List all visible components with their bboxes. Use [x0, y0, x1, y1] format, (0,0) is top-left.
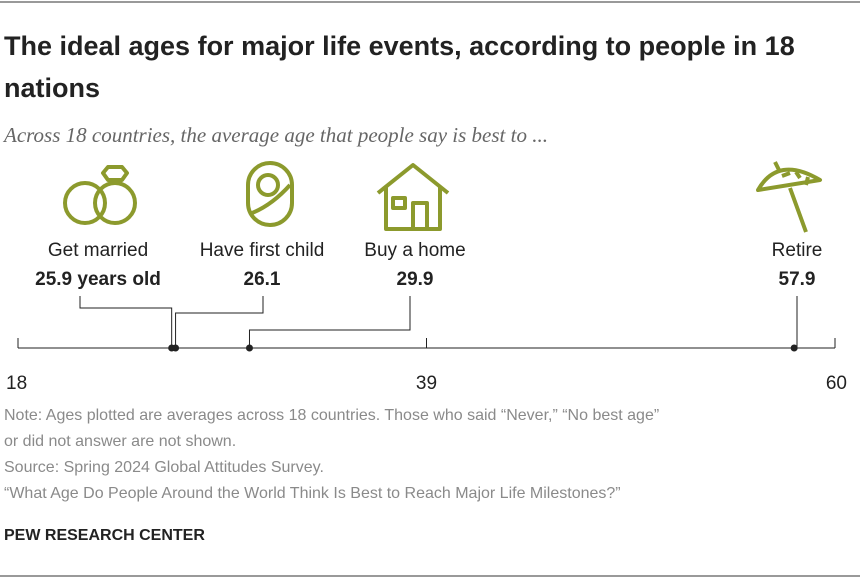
- title-line: The ideal ages for major life events, ac…: [4, 31, 795, 61]
- icon-umbrella: [756, 161, 822, 233]
- note: Source: Spring 2024 Global Attitudes Sur…: [4, 459, 324, 476]
- connector: [79, 296, 173, 348]
- connector: [175, 296, 264, 348]
- title-line: nations: [4, 73, 100, 103]
- event-dot: [245, 344, 253, 352]
- event-label: Have first child: [200, 240, 325, 261]
- value-label: 57.9: [779, 269, 816, 290]
- icon-house: [376, 163, 450, 231]
- x-tick-label: 60: [826, 373, 847, 394]
- note: Note: Ages plotted are averages across 1…: [4, 407, 659, 424]
- note: or did not answer are not shown.: [4, 433, 236, 450]
- event-label: Buy a home: [364, 240, 465, 261]
- connector: [248, 296, 411, 348]
- event-label: Retire: [772, 240, 823, 261]
- event-label: Get married: [48, 240, 148, 261]
- chart-title: The ideal ages for major life events, ac…: [4, 31, 795, 103]
- event-dot: [172, 344, 180, 352]
- value-label: 25.9 years old: [35, 269, 161, 290]
- event-dot: [790, 344, 798, 352]
- icon-rings: [63, 165, 137, 225]
- value-label: 29.9: [397, 269, 434, 290]
- x-tick-label: 18: [6, 373, 27, 394]
- x-tick-label: 39: [416, 373, 437, 394]
- icon-baby: [246, 161, 294, 227]
- subtitle: Across 18 countries, the average age tha…: [2, 123, 548, 147]
- note: “What Age Do People Around the World Thi…: [4, 485, 621, 502]
- value-label: 26.1: [244, 269, 281, 290]
- source: PEW RESEARCH CENTER: [4, 527, 205, 544]
